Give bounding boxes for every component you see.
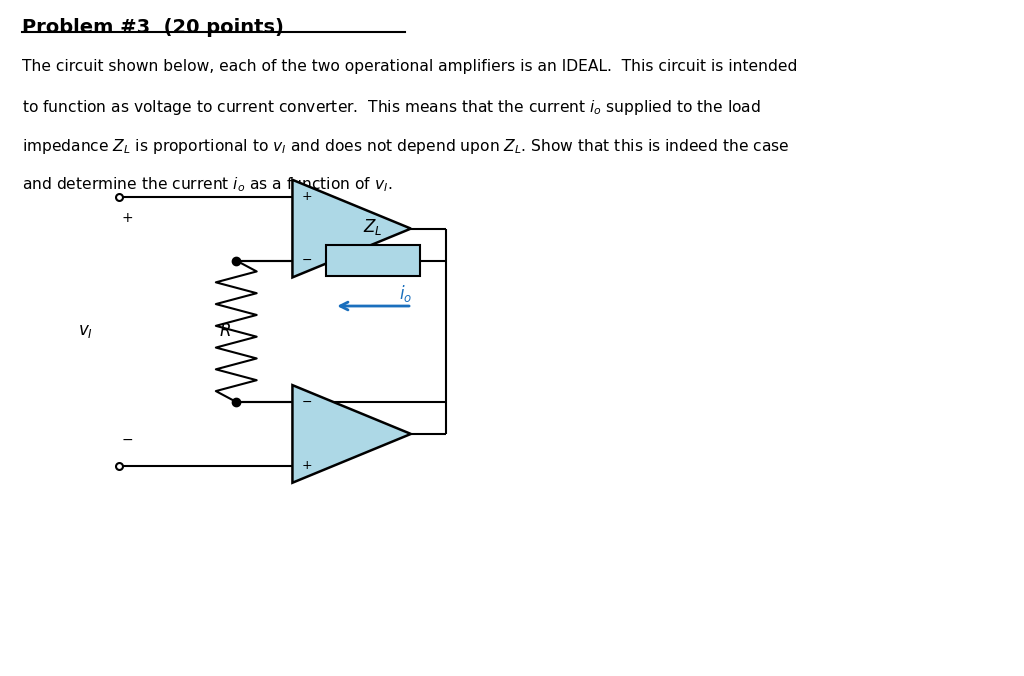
Text: to function as voltage to current converter.  This means that the current $i_o$ : to function as voltage to current conver… xyxy=(22,97,761,117)
Text: −: − xyxy=(122,433,133,447)
Text: +: + xyxy=(301,460,312,473)
Text: −: − xyxy=(301,395,312,408)
Text: +: + xyxy=(122,212,133,225)
Bar xyxy=(326,245,420,276)
Polygon shape xyxy=(293,180,411,277)
Text: Problem #3  (20 points): Problem #3 (20 points) xyxy=(22,18,284,37)
Text: −: − xyxy=(301,254,312,267)
Text: $i_o$: $i_o$ xyxy=(398,283,412,304)
Text: $v_I$: $v_I$ xyxy=(78,322,93,340)
Text: and determine the current $i_o$ as a function of $v_I$.: and determine the current $i_o$ as a fun… xyxy=(22,176,392,195)
Text: +: + xyxy=(301,190,312,203)
Text: $Z_L$: $Z_L$ xyxy=(364,218,383,237)
Text: impedance $Z_L$ is proportional to $v_I$ and does not depend upon $Z_L$. Show th: impedance $Z_L$ is proportional to $v_I$… xyxy=(22,137,790,155)
Text: The circuit shown below, each of the two operational amplifiers is an IDEAL.  Th: The circuit shown below, each of the two… xyxy=(22,59,798,74)
Text: $R$: $R$ xyxy=(219,322,231,340)
Polygon shape xyxy=(293,385,411,483)
